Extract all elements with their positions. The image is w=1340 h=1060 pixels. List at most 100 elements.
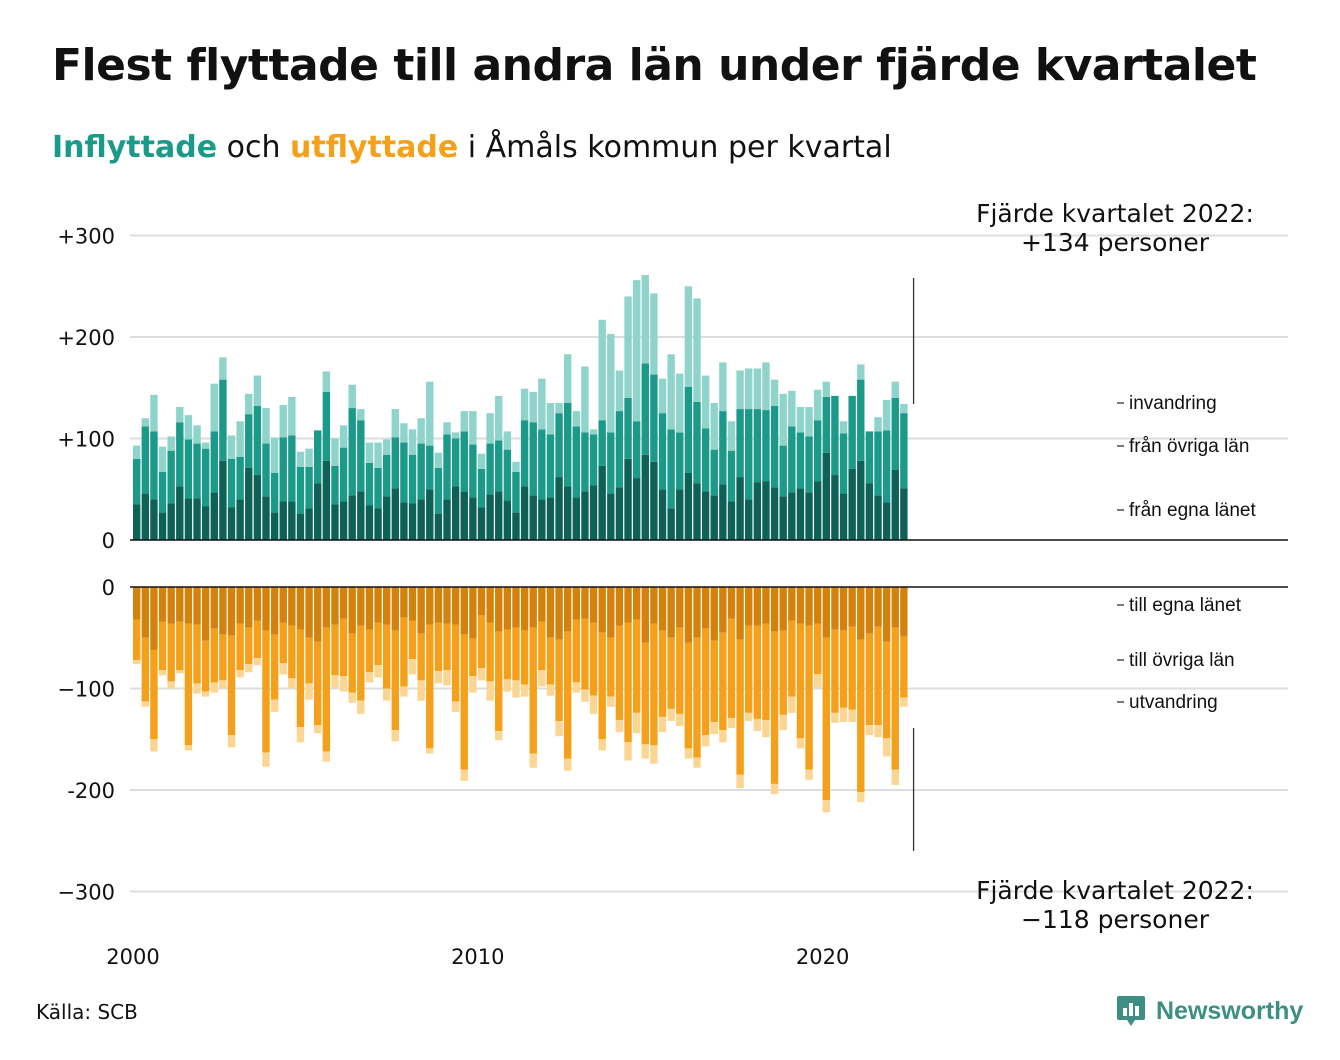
bar-in-immig (658, 378, 667, 414)
y-tick-label: +100 (57, 428, 115, 452)
bar-in-other (529, 422, 537, 496)
bar-out-own (270, 587, 279, 635)
bar-out-other (219, 634, 227, 681)
bar-in-immig (736, 370, 744, 410)
bar-in-other (572, 426, 581, 498)
bar-out-own (391, 587, 399, 631)
bar-out-other (227, 635, 236, 736)
bar-out-other (546, 637, 555, 685)
bar-in-other (900, 413, 908, 489)
bar-out-emig (167, 681, 175, 689)
bar-in-immig (201, 442, 210, 449)
series-label-out: utvandring (1129, 692, 1218, 713)
bar-out-other (719, 632, 727, 731)
bar-in-immig (857, 364, 865, 380)
newsworthy-logo: Newsworthy (1116, 995, 1303, 1027)
bar-out-own (796, 587, 805, 624)
bar-in-other (357, 420, 365, 492)
bar-out-emig (684, 748, 693, 759)
bar-out-emig (693, 757, 701, 768)
bar-out-own (227, 587, 236, 636)
bar-out-other (486, 622, 494, 682)
bar-in-other (805, 436, 813, 493)
bar-out-other (736, 639, 744, 775)
bar-in-other (546, 434, 555, 498)
bar-in-own (400, 502, 408, 540)
bar-out-emig (270, 699, 279, 712)
bar-out-emig (365, 672, 374, 683)
bar-out-emig (219, 680, 227, 689)
bar-in-own (279, 501, 287, 540)
chart-title: Flest flyttade till andra län under fjär… (52, 40, 1257, 91)
bar-out-other (684, 642, 693, 749)
bar-in-other (322, 391, 331, 461)
bar-out-emig (581, 689, 589, 702)
bar-out-emig (589, 695, 598, 714)
bar-in-other (382, 454, 391, 497)
bar-in-other (727, 450, 736, 502)
bar-out-other (357, 625, 365, 701)
bar-in-other (598, 420, 606, 466)
bar-in-other (762, 410, 770, 482)
bar-out-emig (857, 792, 865, 803)
bar-in-own (477, 507, 486, 540)
bar-in-other (400, 442, 408, 503)
bar-out-other (236, 623, 244, 671)
bar-out-own (891, 587, 899, 628)
bar-in-immig (348, 384, 356, 409)
bar-in-other (607, 432, 615, 494)
bar-in-other (564, 402, 572, 487)
series-label-out: till egna länet (1129, 595, 1242, 616)
bar-in-other (658, 413, 667, 490)
bar-out-other (348, 633, 356, 693)
bar-in-own (719, 484, 727, 541)
bar-out-emig (305, 683, 313, 700)
bar-out-emig (400, 686, 408, 697)
bar-in-own (658, 489, 667, 540)
bar-in-other (882, 430, 891, 503)
bar-out-emig (512, 680, 520, 698)
bar-in-other (339, 447, 348, 502)
x-tick-label: 2010 (451, 945, 504, 969)
bar-in-own (288, 501, 296, 540)
bar-out-other (133, 619, 141, 661)
bar-in-other (745, 409, 753, 500)
bar-out-other (891, 627, 899, 770)
bar-in-other (417, 443, 425, 500)
bar-out-other (900, 636, 908, 698)
bar-in-immig (779, 393, 787, 446)
bar-in-immig (193, 425, 201, 444)
bar-out-other (770, 631, 779, 784)
bar-out-other (598, 632, 606, 740)
bar-out-emig (434, 671, 443, 684)
bar-in-other (460, 431, 468, 492)
bar-out-own (865, 587, 874, 634)
bar-out-emig (176, 670, 184, 674)
bar-out-other (529, 627, 537, 754)
bar-in-immig (434, 452, 443, 468)
bar-out-own (201, 587, 210, 641)
bar-in-own (736, 477, 744, 540)
bar-in-own (210, 492, 218, 540)
bar-in-other (512, 472, 520, 513)
subtitle-rest: i Åmåls kommun per kvartal (458, 130, 892, 165)
bar-in-own (641, 454, 649, 540)
bar-out-own (288, 587, 296, 626)
bar-out-own (443, 587, 451, 624)
bar-out-own (495, 587, 503, 632)
y-tick-label: +200 (57, 326, 115, 350)
bar-in-own (770, 487, 779, 540)
bar-in-own (546, 497, 555, 540)
bar-in-other (874, 431, 882, 496)
bar-out-own (460, 587, 468, 635)
series-label-out: till övriga län (1129, 650, 1235, 671)
bar-in-other (581, 432, 589, 492)
bar-in-own (865, 483, 874, 540)
bar-out-other (710, 640, 718, 722)
bar-out-emig (314, 725, 322, 734)
source-note: Källa: SCB (36, 1000, 138, 1024)
bar-in-immig (882, 399, 891, 431)
bar-in-other (589, 434, 598, 486)
bar-in-own (667, 508, 675, 540)
bar-in-other (667, 429, 675, 509)
